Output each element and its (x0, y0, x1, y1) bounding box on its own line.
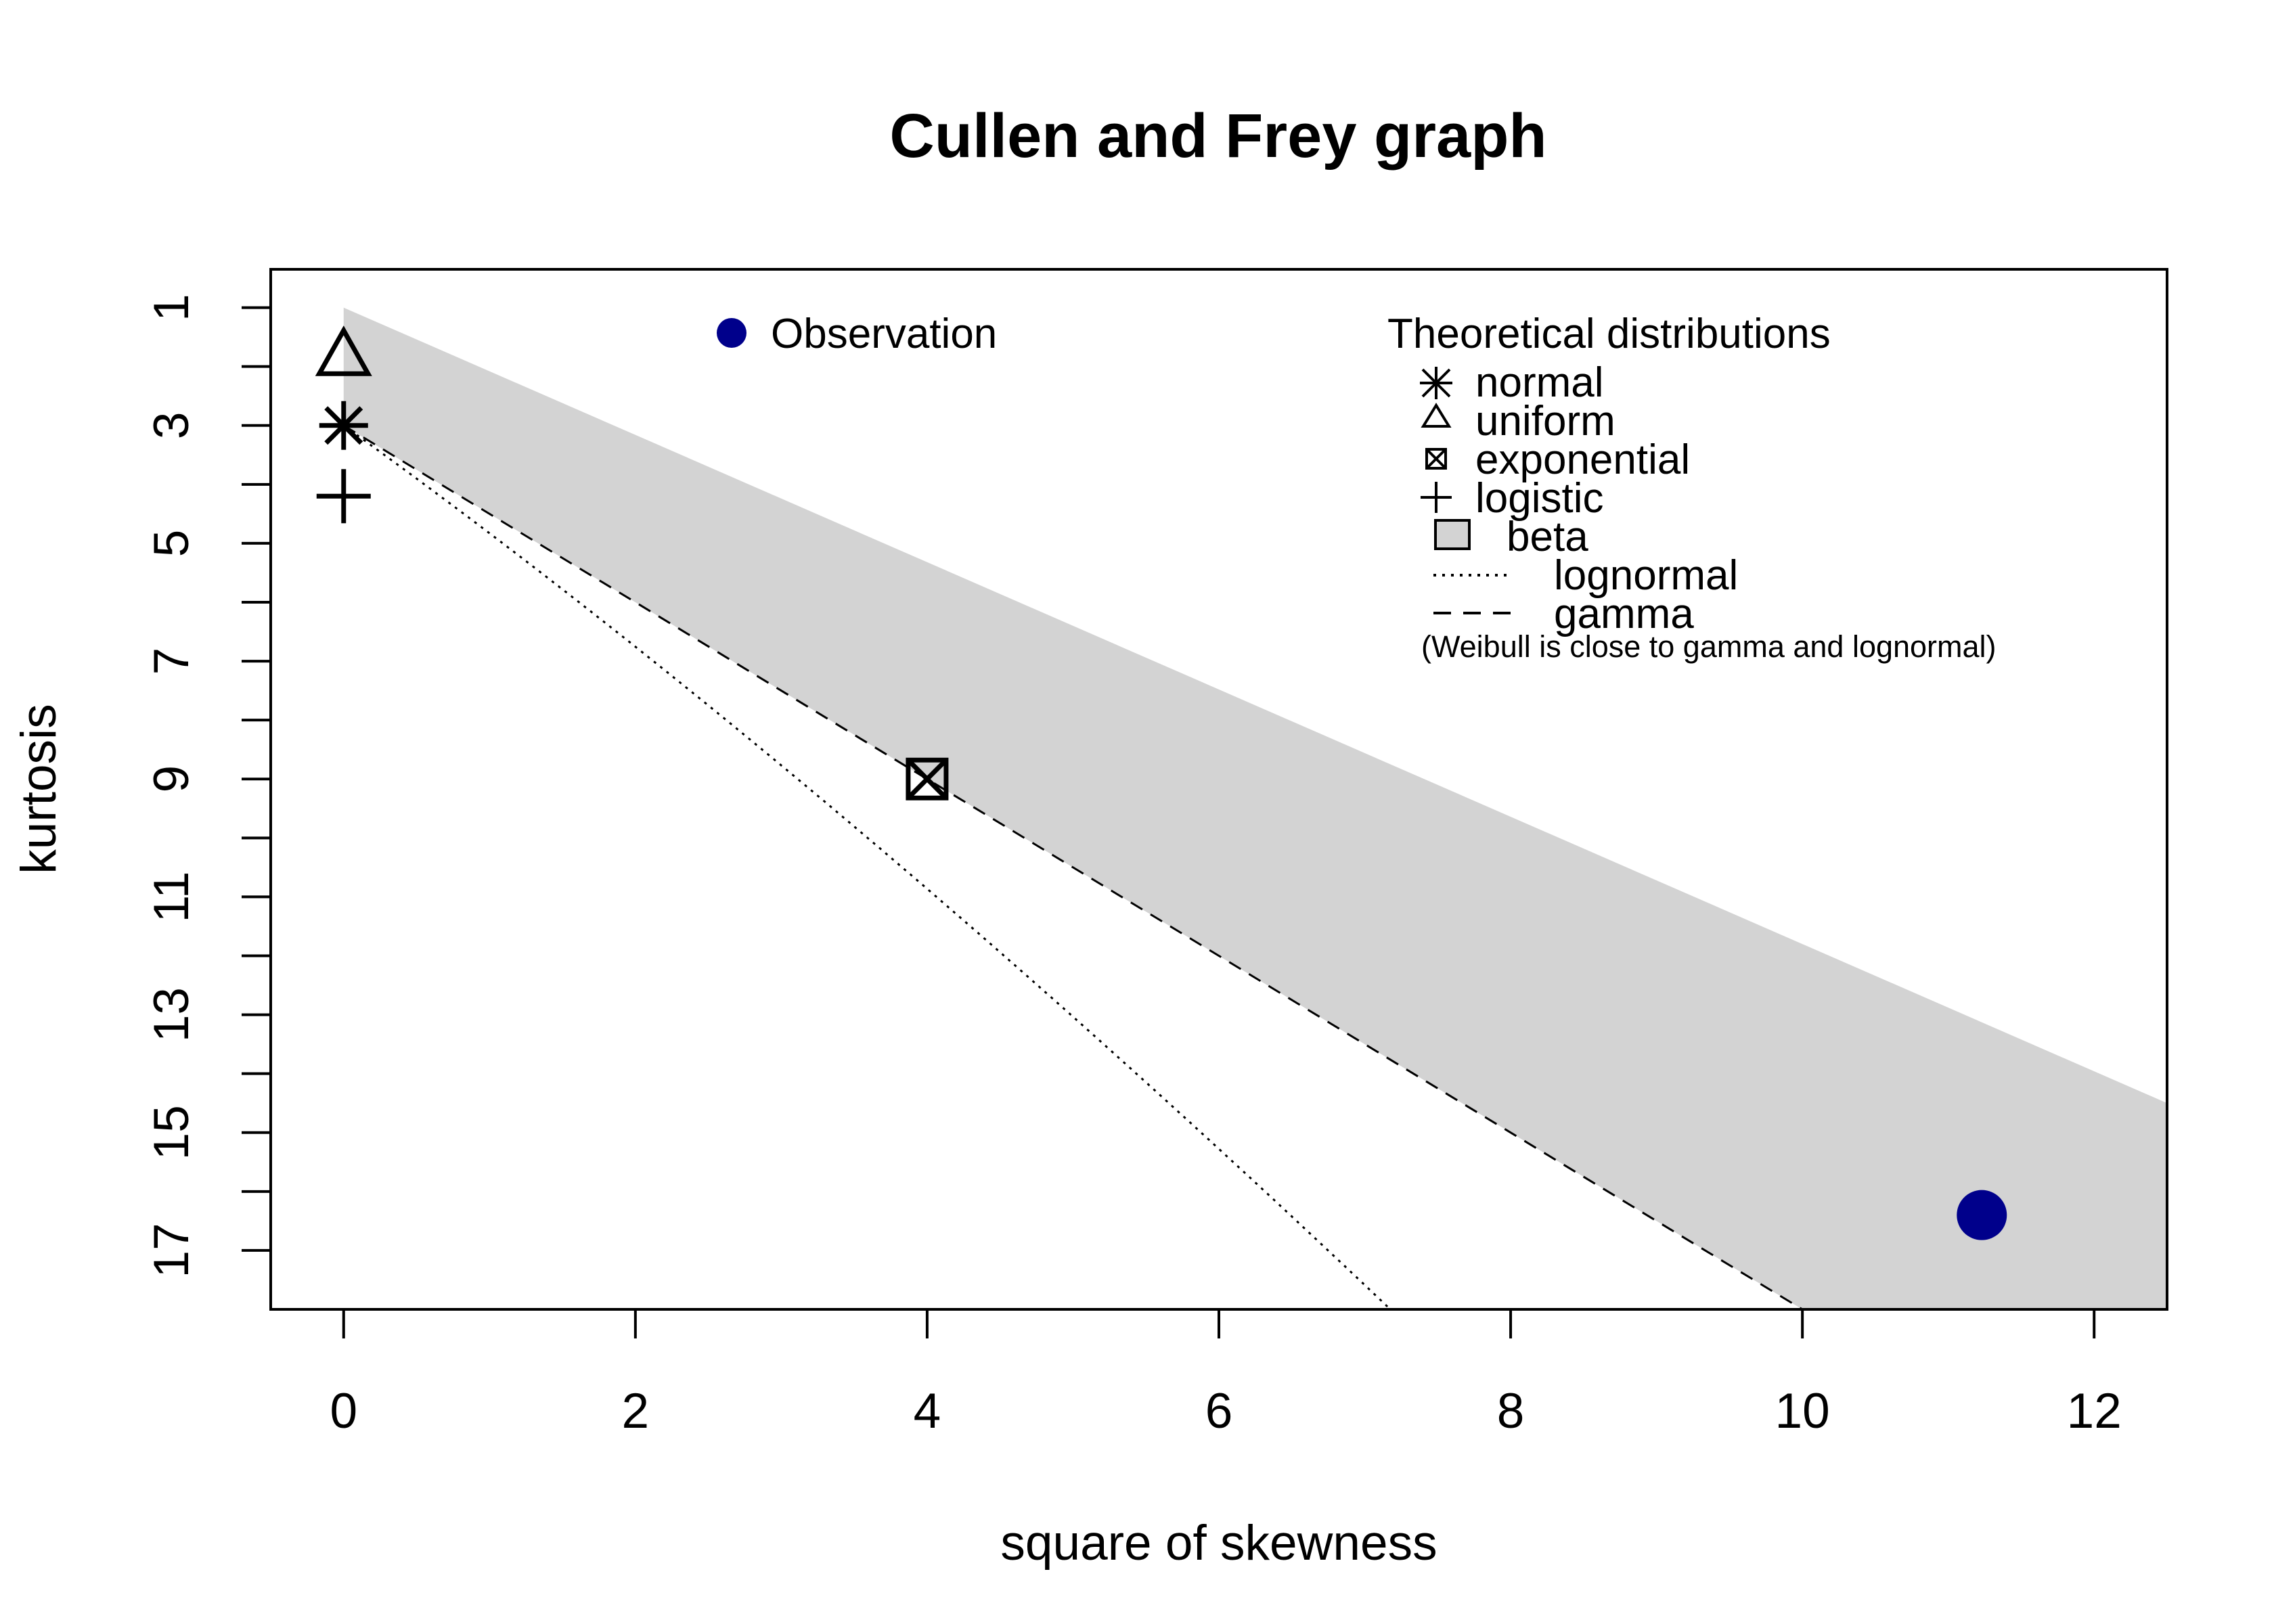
y-tick-label-9: 9 (144, 765, 199, 793)
plus-icon (1421, 482, 1452, 513)
legend-item-logistic: logistic (1421, 475, 1604, 522)
x-tick-label-12: 12 (2067, 1384, 2122, 1439)
y-tick-label-1: 1 (144, 294, 199, 321)
legend-item-exponential: exponential (1425, 436, 1690, 483)
point-normal (319, 401, 368, 450)
exponential-x-stroke (906, 758, 948, 800)
observation-legend-label: Observation (771, 311, 997, 357)
asterisk-icon (1420, 367, 1452, 399)
x-tick-label-0: 0 (330, 1384, 357, 1439)
legend-item-beta: beta (1434, 514, 1588, 560)
x-tick-label-8: 8 (1497, 1384, 1525, 1439)
legend-item-normal: normal (1420, 359, 1604, 406)
x-axis-label: square of skewness (1000, 1516, 1437, 1571)
chart-title: Cullen and Frey graph (889, 102, 1546, 171)
legend-label-logistic: logistic (1475, 475, 1604, 522)
plot-area (315, 307, 2167, 1309)
y-tick-label-3: 3 (144, 411, 199, 439)
normal-asterisk-stroke (324, 406, 363, 445)
boxed-x-icon (1425, 448, 1447, 470)
legend-note: (Weibull is close to gamma and lognormal… (1421, 629, 1997, 664)
legend-item-gamma: gamma (1433, 591, 1694, 637)
lognormal-curve (342, 424, 1391, 1309)
y-tick-label-17: 17 (144, 1223, 199, 1278)
y-axis-label: kurtosis (12, 704, 66, 874)
uniform-triangle-mark (315, 325, 372, 376)
beta-swatch-icon (1434, 519, 1471, 550)
point-uniform (315, 325, 372, 376)
exponential-box-mark (906, 757, 949, 800)
x-tick-label-4: 4 (914, 1384, 941, 1439)
observation-legend-marker (717, 318, 746, 348)
legend-label-gamma: gamma (1554, 591, 1694, 637)
gamma-line (342, 424, 1805, 1309)
y-tick-label-11: 11 (144, 872, 199, 923)
legend-item-uniform: uniform (1421, 398, 1615, 445)
triangle-icon (1421, 403, 1452, 428)
legend-label-lognormal: lognormal (1554, 552, 1738, 599)
legend-label-exponential: exponential (1475, 436, 1690, 483)
x-tick-label-2: 2 (622, 1384, 650, 1439)
y-tick-label-5: 5 (144, 530, 199, 558)
observation-legend: Observation (717, 311, 997, 357)
y-tick-label-13: 13 (144, 987, 199, 1042)
theoretical-legend: Theoretical distributions normal uniform… (1387, 311, 1997, 664)
theoretical-legend-title: Theoretical distributions (1387, 311, 1831, 357)
legend-label-normal: normal (1475, 359, 1604, 406)
point-logistic (316, 469, 371, 524)
x-axis: 0 2 4 6 8 10 12 (330, 1308, 2122, 1439)
point-exponential (906, 757, 949, 800)
beta-region (343, 307, 2167, 1309)
y-tick-label-15: 15 (144, 1105, 199, 1160)
legend-label-beta: beta (1507, 514, 1588, 560)
legend-item-lognormal: lognormal (1433, 552, 1738, 599)
observation-point (1957, 1190, 2007, 1240)
y-tick-label-7: 7 (144, 648, 199, 675)
x-tick-label-10: 10 (1775, 1384, 1830, 1439)
x-tick-label-6: 6 (1205, 1384, 1233, 1439)
legend-label-uniform: uniform (1475, 398, 1615, 445)
